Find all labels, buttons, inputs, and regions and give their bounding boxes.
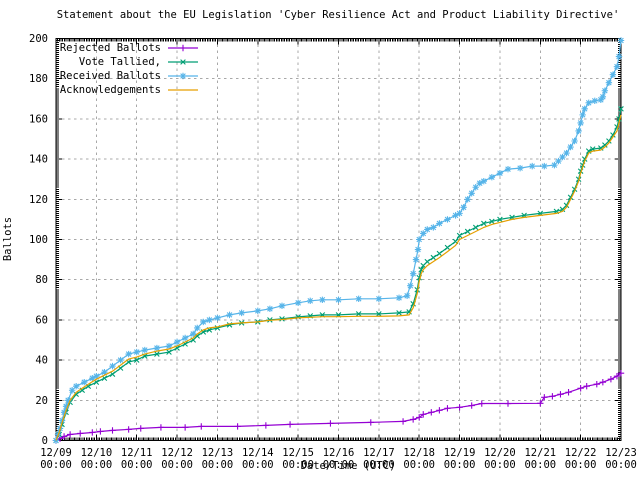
svg-text:12/19: 12/19 <box>444 447 476 459</box>
svg-text:00:00: 00:00 <box>242 459 274 471</box>
svg-text:00:00: 00:00 <box>40 459 72 471</box>
legend-item-acknowledgements: Acknowledgements <box>59 83 200 97</box>
svg-text:00:00: 00:00 <box>282 459 314 471</box>
svg-text:0: 0 <box>42 435 48 447</box>
svg-text:12/13: 12/13 <box>202 447 234 459</box>
legend-item-received-ballots: Received Ballots <box>59 69 200 83</box>
legend-label: Rejected Ballots <box>59 42 161 54</box>
legend-label: Acknowledgements <box>59 84 161 96</box>
svg-text:12/10: 12/10 <box>81 447 113 459</box>
svg-text:12/15: 12/15 <box>282 447 314 459</box>
svg-text:12/09: 12/09 <box>40 447 72 459</box>
svg-text:00:00: 00:00 <box>81 459 113 471</box>
svg-text:12/22: 12/22 <box>565 447 597 459</box>
svg-text:00:00: 00:00 <box>121 459 153 471</box>
svg-text:00:00: 00:00 <box>403 459 435 471</box>
svg-text:80: 80 <box>35 274 48 286</box>
svg-text:200: 200 <box>29 33 48 45</box>
svg-text:12/21: 12/21 <box>524 447 556 459</box>
chart-title: Statement about the EU Legislation 'Cybe… <box>56 9 620 21</box>
legend-label: Received Ballots <box>59 70 161 82</box>
svg-text:12/16: 12/16 <box>323 447 355 459</box>
svg-text:160: 160 <box>29 113 48 125</box>
svg-text:60: 60 <box>35 314 48 326</box>
svg-text:120: 120 <box>29 194 48 206</box>
svg-text:140: 140 <box>29 154 48 166</box>
legend-line-cross-icon <box>168 59 198 65</box>
legend: Rejected Ballots Vote Tallied, Received … <box>59 41 200 97</box>
svg-text:00:00: 00:00 <box>444 459 476 471</box>
svg-text:00:00: 00:00 <box>323 459 355 471</box>
svg-text:12/11: 12/11 <box>121 447 153 459</box>
legend-line-asterisk-icon <box>168 72 198 80</box>
svg-text:100: 100 <box>29 234 48 246</box>
legend-label: Vote Tallied, <box>78 56 161 68</box>
legend-line-plus-icon <box>168 44 198 52</box>
svg-text:12/23: 12/23 <box>605 447 637 459</box>
svg-text:12/14: 12/14 <box>242 447 274 459</box>
legend-item-rejected-ballots: Rejected Ballots <box>59 41 200 55</box>
legend-line-icon <box>168 89 198 91</box>
svg-text:00:00: 00:00 <box>363 459 395 471</box>
svg-text:00:00: 00:00 <box>161 459 193 471</box>
svg-text:12/17: 12/17 <box>363 447 395 459</box>
svg-text:12/20: 12/20 <box>484 447 516 459</box>
svg-text:12/12: 12/12 <box>161 447 193 459</box>
x-axis-label: Date/Time (UTC) <box>300 460 396 472</box>
svg-text:00:00: 00:00 <box>524 459 556 471</box>
legend-item-vote-tallied: Vote Tallied, <box>59 55 200 69</box>
svg-text:00:00: 00:00 <box>605 459 637 471</box>
svg-text:40: 40 <box>35 355 48 367</box>
svg-text:00:00: 00:00 <box>202 459 234 471</box>
svg-text:20: 20 <box>35 395 48 407</box>
svg-text:00:00: 00:00 <box>484 459 516 471</box>
svg-text:00:00: 00:00 <box>565 459 597 471</box>
svg-text:180: 180 <box>29 73 48 85</box>
svg-text:12/18: 12/18 <box>403 447 435 459</box>
